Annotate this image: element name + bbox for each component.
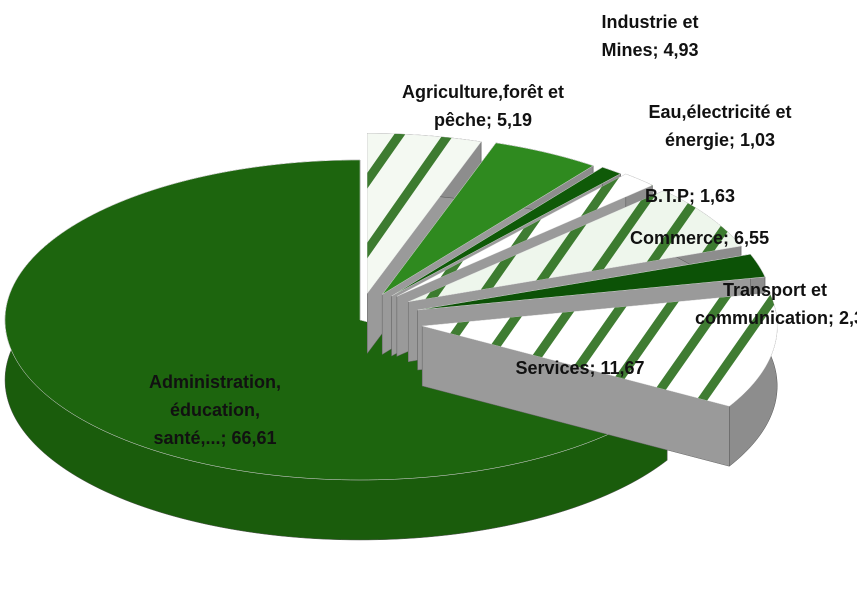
value-label: 4,93 [663,40,699,60]
value-label: 1,63 [699,186,736,206]
value-label: 11,67 [600,358,645,378]
data-label: Administration, éducation, santé,...; 66,… [110,368,320,452]
category-label: Transport et communication; [695,280,835,328]
slice-pattern [396,174,653,297]
slice-top [417,253,766,311]
slice-top [391,167,622,297]
category-label: Agriculture,forêt et pêche; [401,82,565,130]
slice-pattern [367,133,482,294]
category-label: Commerce; [630,228,730,248]
value-label: 2,35 [839,308,857,328]
pie-slice [421,292,778,467]
slice-top [382,142,594,295]
category-label: Services; [515,358,596,378]
data-label: Eau,électricité et énergie; 1,03 [635,98,805,154]
value-label: 1,03 [739,130,776,150]
value-label: 6,55 [734,228,770,248]
pie-slice [367,133,482,355]
category-label: B.T.P; [644,186,695,206]
value-label: 66,61 [231,428,277,448]
category-label: Industrie et Mines; [601,12,699,60]
value-label: 5,19 [496,110,533,130]
data-label: B.T.P; 1,63 [605,182,775,210]
data-label: Industrie et Mines; 4,93 [580,8,720,64]
data-label: Agriculture,forêt et pêche; 5,19 [398,78,568,134]
data-label: Transport et communication;2,35 [695,276,857,332]
category-label: Eau,électricité et énergie; [648,102,792,150]
category-label: Administration, éducation, santé,...; [148,372,281,448]
data-label: Commerce; 6,55 [630,224,769,252]
slice-pattern [422,292,778,407]
slice-pattern [408,190,742,302]
data-label: Services; 11,67 [465,354,695,382]
